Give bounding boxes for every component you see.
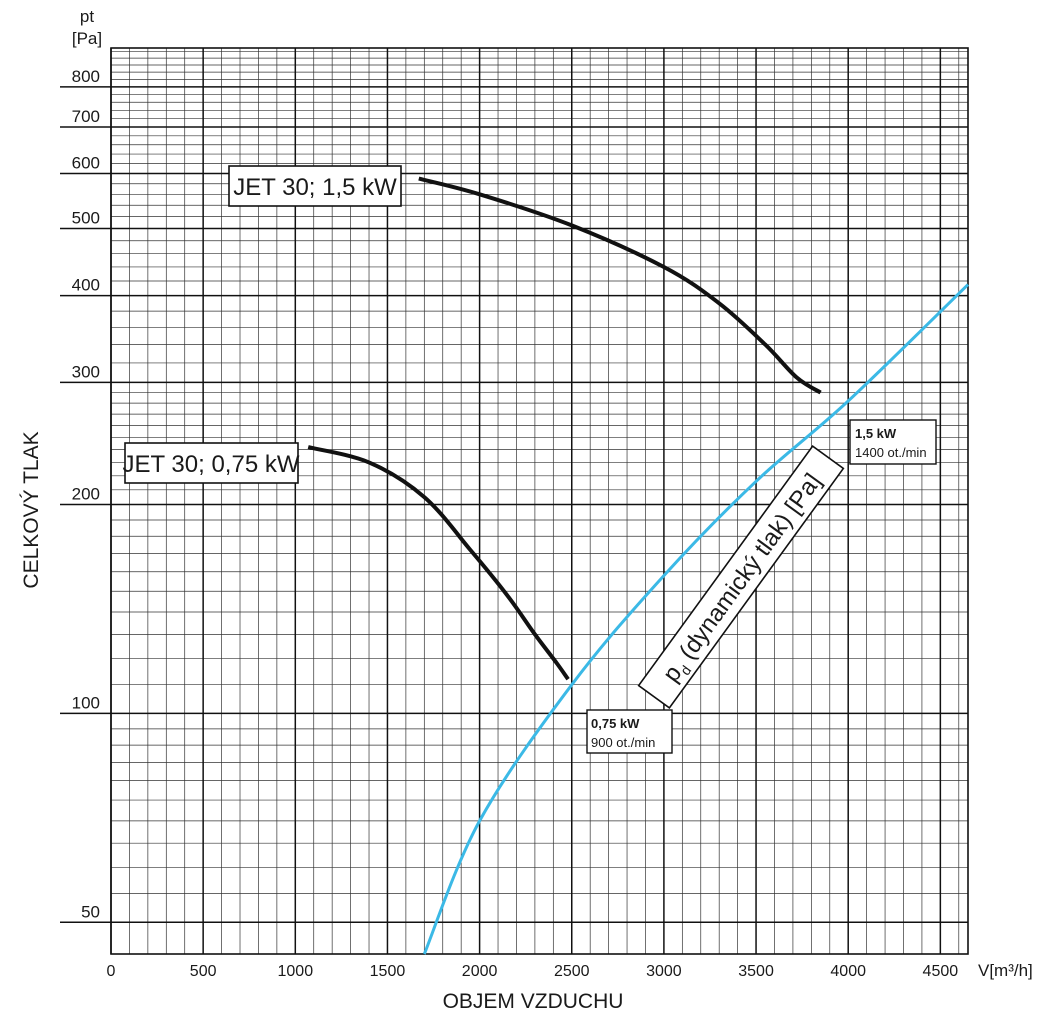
y-tick-label: 700 [72,107,100,126]
x-tick-label: 4500 [923,963,959,980]
callout-jet30-0-75kw-label: JET 30; 0,75 kW [123,451,300,478]
series-dynamic-pressure [422,283,970,955]
x-tick-label: 2000 [462,963,498,980]
y-tick-label: 50 [81,902,100,921]
y-tick-label: 400 [72,276,100,295]
x-tick-label: 2500 [554,963,590,980]
y-unit-bottom: [Pa] [72,29,102,48]
series-jet30-0-75kw [307,445,570,681]
x-tick-label: 0 [107,963,116,980]
y-tick-label: 300 [72,362,100,381]
x-tick-labels: 0 500 1000 1500 2000 2500 3000 3500 4000 4500 [107,963,959,980]
y-tick-label: 600 [72,154,100,173]
x-unit-label: V[m³/h] [978,961,1033,980]
callout-jet30-0-75kw: JET 30; 0,75 kW [123,442,300,484]
callout-jet30-1-5kw: JET 30; 1,5 kW [228,165,402,207]
y-tick-labels: 50 100 200 300 400 500 600 700 800 [72,67,100,921]
y-tick-label: 200 [72,485,100,504]
y-tick-label: 800 [72,67,100,86]
x-tick-label: 3000 [646,963,682,980]
x-tick-label: 1000 [278,963,314,980]
y-tick-label: 500 [72,208,100,227]
x-tick-label: 1500 [370,963,406,980]
badge-1-5kw-main: 1,5 kW [855,426,897,441]
series-jet30-1-5kw [418,176,822,395]
badge-1-5kw: 1,5 kW 1400 ot./min [849,419,937,465]
badge-0-75kw-main: 0,75 kW [591,716,640,731]
plot-frame [110,47,969,955]
x-tick-label: 4000 [830,963,866,980]
x-tick-label: 500 [190,963,217,980]
x-tick-label: 3500 [738,963,774,980]
callout-jet30-1-5kw-label: JET 30; 1,5 kW [233,174,397,201]
x-axis-title: OBJEM VZDUCHU [443,990,624,1013]
badge-0-75kw: 0,75 kW 900 ot./min [586,709,673,754]
y-tick-label: 100 [72,693,100,712]
badge-1-5kw-sub: 1400 ot./min [855,445,927,460]
series-lines [307,176,970,955]
y-axis-title: CELKOVÝ TLAK [20,431,43,588]
badge-0-75kw-sub: 900 ot./min [591,735,655,750]
y-unit-top: pt [80,7,94,26]
